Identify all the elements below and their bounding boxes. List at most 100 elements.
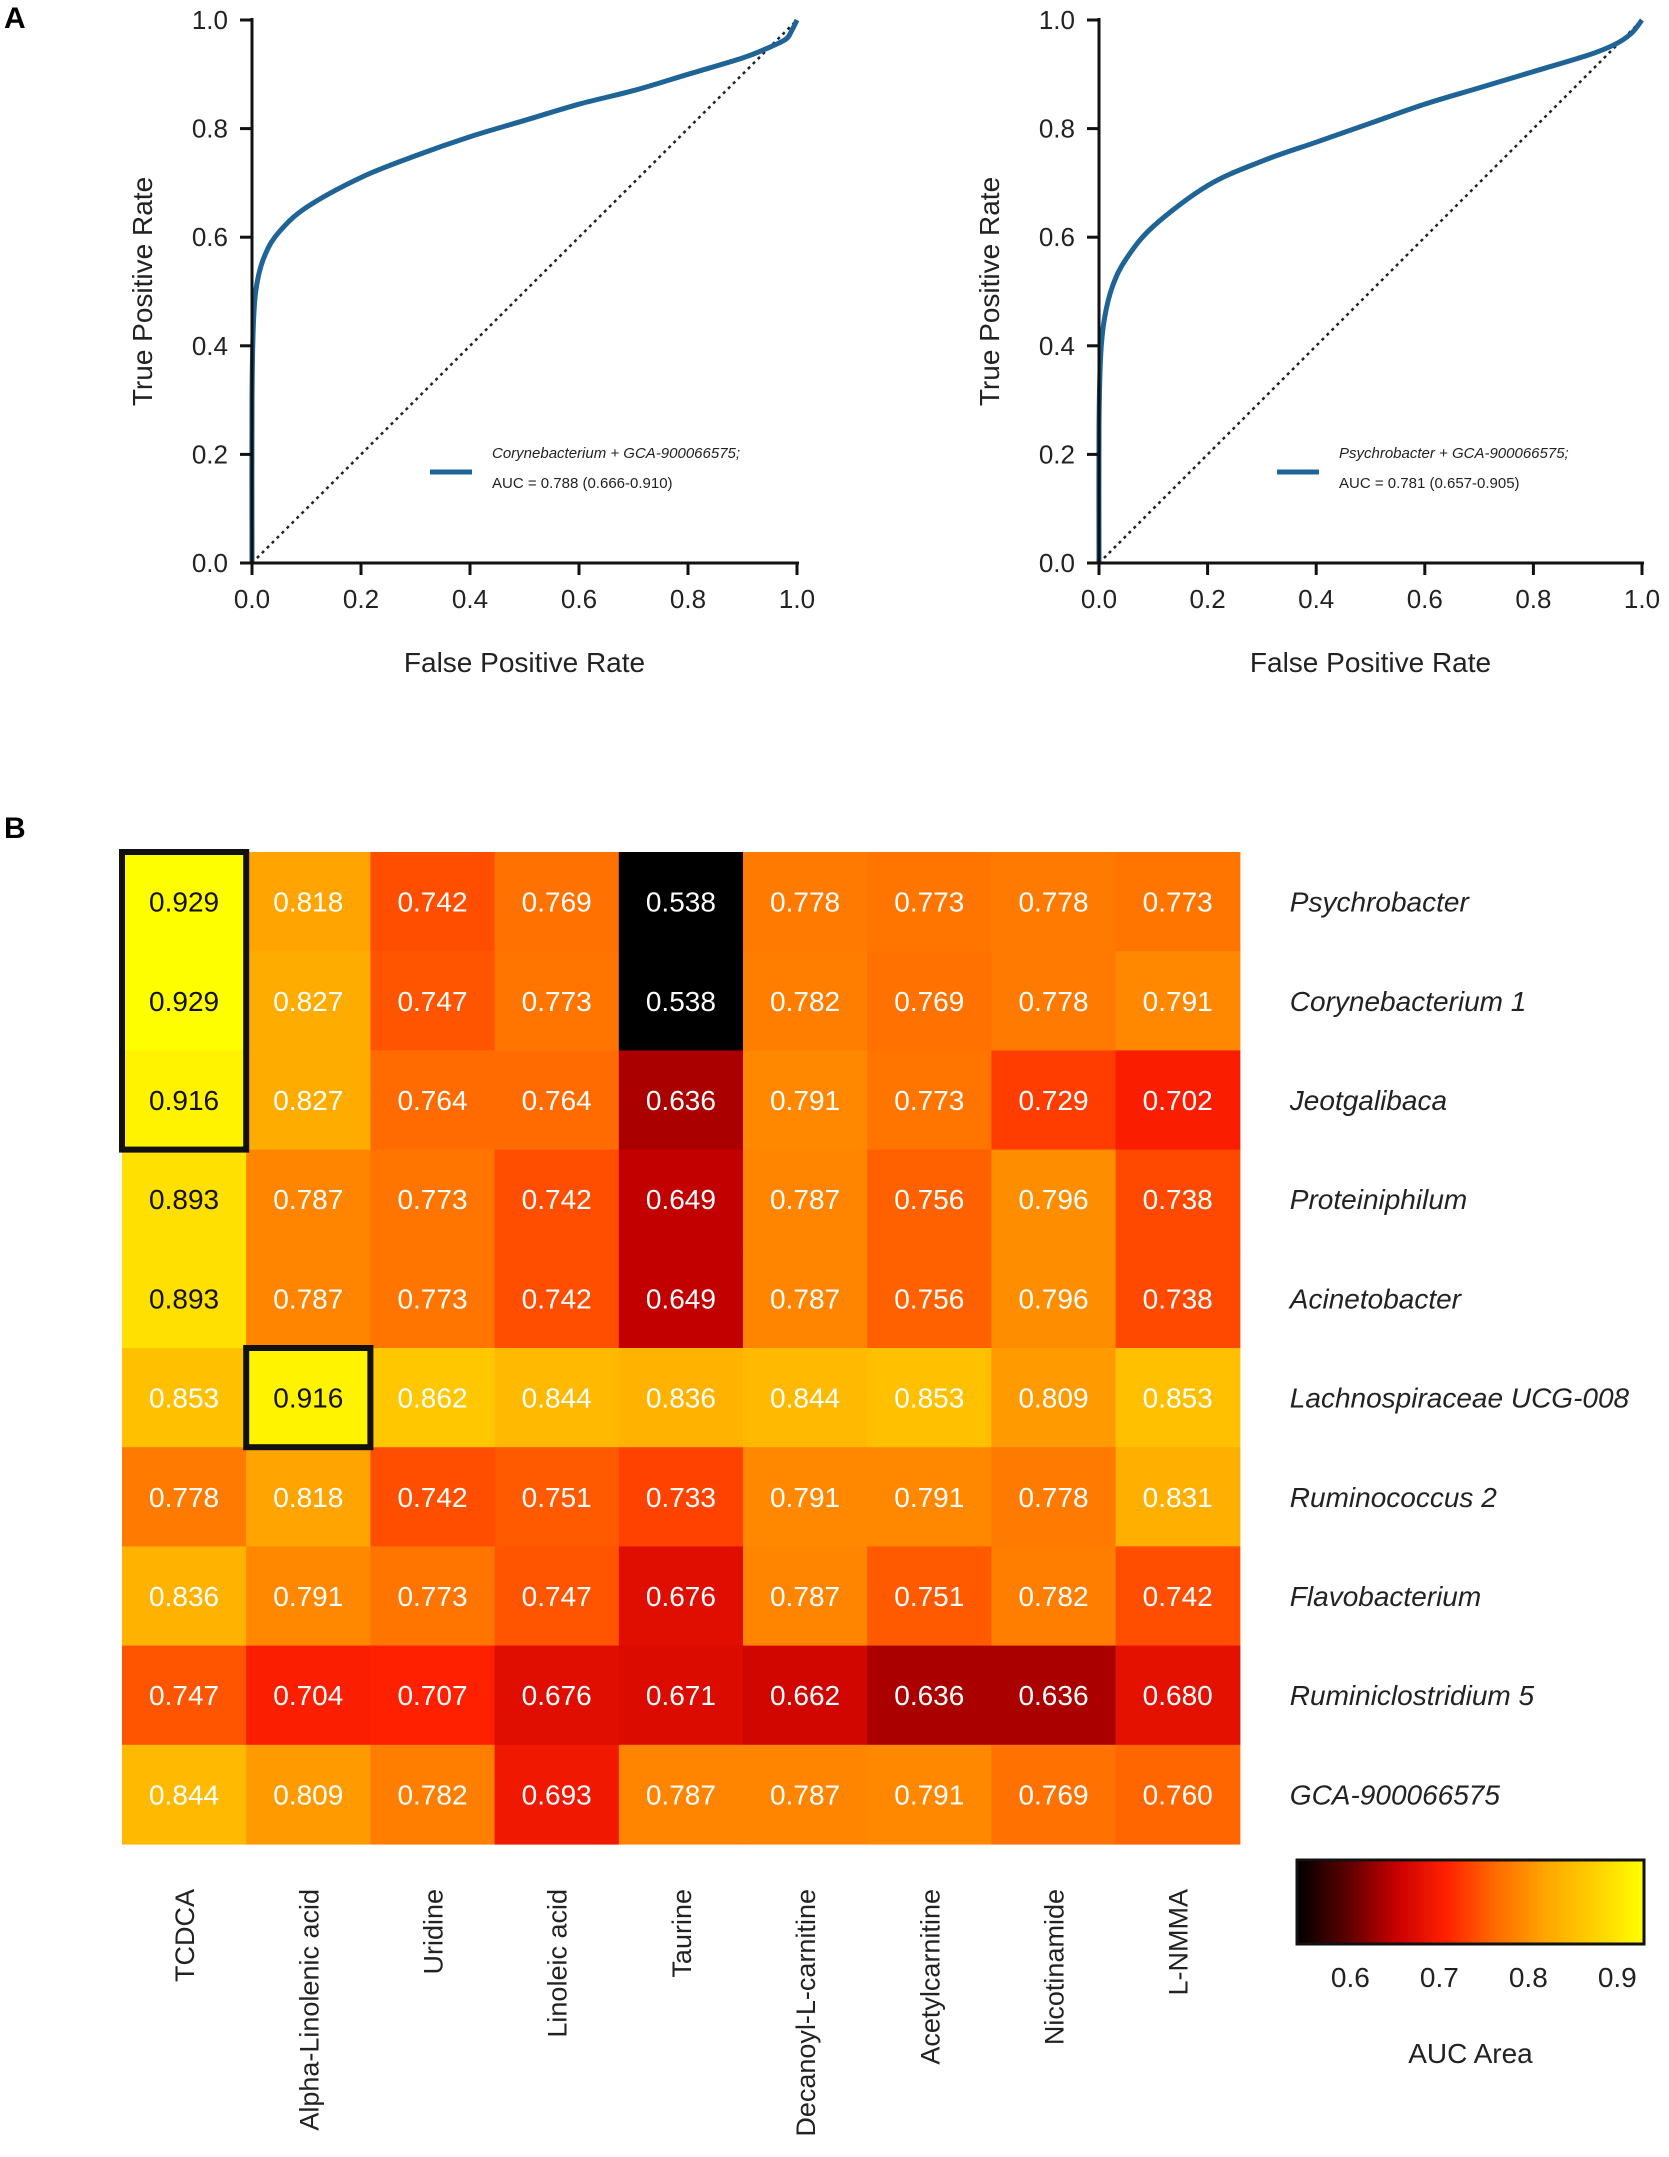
heatmap-cell-value: 0.844 <box>522 1383 592 1414</box>
heatmap-cell-value: 0.787 <box>770 1779 840 1810</box>
heatmap-cell-value: 0.916 <box>149 1085 219 1116</box>
heatmap-cell <box>1115 1447 1241 1547</box>
heatmap-cell-value: 0.782 <box>1018 1581 1088 1612</box>
axes-left <box>240 18 799 575</box>
heatmap-cell-value: 0.929 <box>149 887 219 918</box>
heatmap-cell-value: 0.538 <box>646 887 716 918</box>
heatmap-cell <box>991 852 1117 952</box>
colorbar: 0.6 0.7 0.8 0.9 AUC Area <box>1295 1858 1646 2069</box>
heatmap-cell <box>246 1050 371 1151</box>
heatmap-cell-value: 0.787 <box>770 1283 840 1314</box>
heatmap-column-label: Uridine <box>419 1889 449 1975</box>
x-tick-label: 0.8 <box>670 584 706 614</box>
heatmap-cell-value: 0.671 <box>646 1680 716 1711</box>
heatmap-column-labels: TCDCA Alpha-Linolenic acid Uridine Linoleic… <box>170 1889 1194 2137</box>
heatmap-cell-value: 0.853 <box>1143 1383 1213 1414</box>
colorbar-tick-label: 0.8 <box>1509 1962 1548 1993</box>
heatmap-cell <box>122 852 247 952</box>
y-tick-label: 1.0 <box>1039 5 1075 35</box>
heatmap-cell <box>867 1546 992 1647</box>
heatmap-cell-value: 0.787 <box>770 1581 840 1612</box>
heatmap-cell-value: 0.773 <box>1143 887 1213 918</box>
y-tick-label: 0.4 <box>192 331 228 361</box>
heatmap-cell <box>743 852 868 952</box>
heatmap-cell <box>743 1248 868 1349</box>
heatmap-cell <box>494 951 620 1051</box>
heatmap-cell-value: 0.929 <box>149 986 219 1017</box>
heatmap-cell-value: 0.844 <box>770 1383 840 1414</box>
heatmap-cell-value: 0.756 <box>894 1184 964 1215</box>
heatmap-column-label: Decanoyl-L-carnitine <box>791 1889 821 2137</box>
heatmap-values: 0.929 0.818 0.742 0.769 0.538 0.778 0.773 0.778… <box>149 887 1213 1811</box>
heatmap-cell <box>867 1050 992 1151</box>
heatmap-cell <box>618 1744 744 1845</box>
heatmap-cell-value: 0.787 <box>273 1283 343 1314</box>
heatmap-cell-value: 0.769 <box>894 986 964 1017</box>
heatmap-row-labels: Psychrobacter Corynebacterium 1 Jeotgaliba… <box>1288 887 1630 1811</box>
heatmap-cell-value: 0.787 <box>646 1779 716 1810</box>
heatmap-cell <box>618 1348 744 1448</box>
heatmap-cell-value: 0.738 <box>1143 1283 1213 1314</box>
heatmap-highlight-box <box>243 1345 374 1451</box>
heatmap-cell-value: 0.773 <box>397 1581 467 1612</box>
heatmap-cell <box>618 1447 744 1547</box>
heatmap-column-label: Taurine <box>667 1889 697 1978</box>
heatmap-cell <box>370 1744 496 1845</box>
heatmap-cell <box>370 1546 496 1647</box>
heatmap-cell-value: 0.742 <box>1143 1581 1213 1612</box>
heatmap-cell-value: 0.791 <box>1143 986 1213 1017</box>
heatmap-cell-value: 0.773 <box>894 887 964 918</box>
heatmap-cell <box>370 1050 496 1151</box>
heatmap-cell-value: 0.778 <box>770 887 840 918</box>
heatmap-cell <box>743 1447 868 1547</box>
heatmap-cell <box>370 852 496 952</box>
y-tick-label: 0.2 <box>192 439 228 469</box>
heatmap-cell <box>494 1447 620 1547</box>
heatmap-cell <box>494 1744 620 1845</box>
roc-chart-left: 0.0 0.2 0.4 0.6 0.8 1.0 0.0 0.2 0.4 0.6 0.8 1.0 Fa… <box>127 5 815 678</box>
heatmap-cell <box>1115 1546 1241 1647</box>
heatmap-row-label: Ruminiclostridium 5 <box>1290 1680 1535 1711</box>
axes-right <box>1087 18 1644 575</box>
heatmap-cell <box>867 1447 992 1547</box>
heatmap-cell <box>122 1050 247 1151</box>
legend-auc-left: AUC = 0.788 (0.666-0.910) <box>492 475 673 492</box>
heatmap-cell <box>618 951 744 1051</box>
heatmap-cell-value: 0.747 <box>149 1680 219 1711</box>
heatmap-cell-value: 0.773 <box>894 1085 964 1116</box>
x-tick-label: 0.4 <box>452 584 488 614</box>
colorbar-tick-label: 0.7 <box>1420 1962 1459 1993</box>
heatmap-cell <box>370 951 496 1051</box>
heatmap-cell-value: 0.742 <box>397 887 467 918</box>
heatmap-cell-value: 0.751 <box>894 1581 964 1612</box>
heatmap-cell-value: 0.538 <box>646 986 716 1017</box>
heatmap-cell <box>1115 1050 1241 1151</box>
heatmap-row-label: Acinetobacter <box>1288 1283 1463 1314</box>
heatmap-cell-value: 0.636 <box>646 1085 716 1116</box>
heatmap-cell-value: 0.831 <box>1143 1482 1213 1513</box>
heatmap-cell-value: 0.916 <box>273 1383 343 1414</box>
y-tick-label: 0.0 <box>192 548 228 578</box>
heatmap-cell <box>246 1248 371 1349</box>
heatmap-cell-value: 0.636 <box>894 1680 964 1711</box>
heatmap-cell-value: 0.676 <box>646 1581 716 1612</box>
x-tick-label: 0.6 <box>561 584 597 614</box>
x-tick-labels-right: 0.0 0.2 0.4 0.6 0.8 1.0 <box>1081 584 1660 614</box>
heatmap-cell-value: 0.791 <box>770 1482 840 1513</box>
heatmap-cell <box>618 1645 744 1746</box>
heatmap-cell-value: 0.760 <box>1143 1779 1213 1810</box>
colorbar-label: AUC Area <box>1408 2038 1533 2069</box>
heatmap-cell <box>370 1149 496 1250</box>
y-tick-label: 0.0 <box>1039 548 1075 578</box>
heatmap-cell <box>494 1645 620 1746</box>
x-tick-label: 0.2 <box>1190 584 1226 614</box>
heatmap-cell <box>122 1149 247 1250</box>
heatmap-cell <box>867 1744 992 1845</box>
heatmap-cell-value: 0.733 <box>646 1482 716 1513</box>
heatmap-highlights <box>119 849 374 1451</box>
heatmap-cell-value: 0.747 <box>522 1581 592 1612</box>
heatmap-cell-value: 0.818 <box>273 1482 343 1513</box>
heatmap-column-label: Linoleic acid <box>543 1889 573 2038</box>
heatmap-cell-value: 0.787 <box>770 1184 840 1215</box>
